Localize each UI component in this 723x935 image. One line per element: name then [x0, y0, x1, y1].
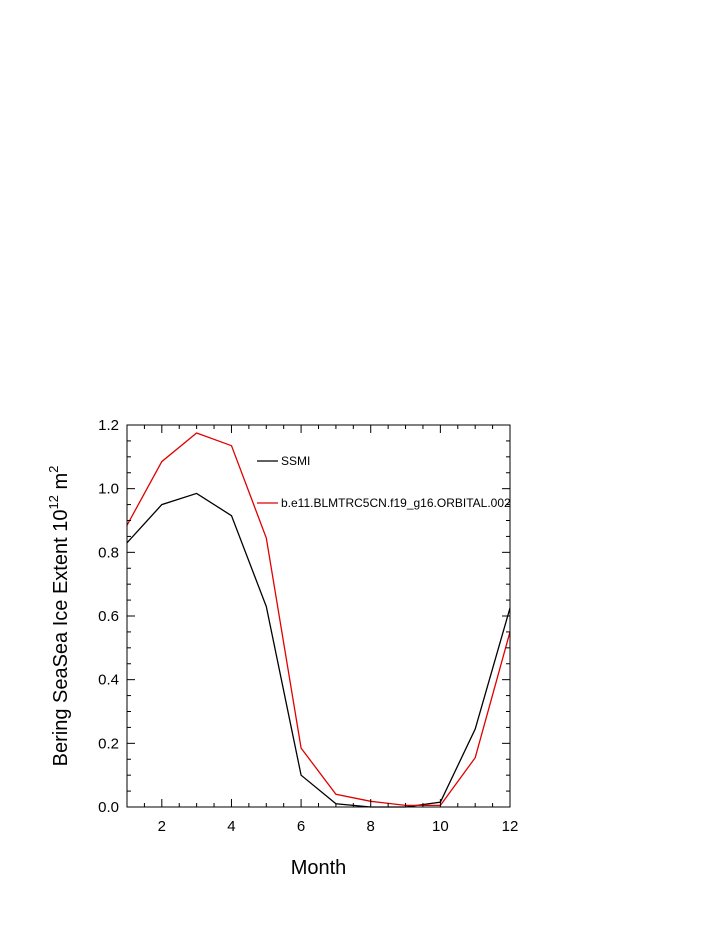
axis-ticks [126, 424, 511, 808]
y-axis-title: Bering SeaSea Ice Extent 1012 m2 [46, 466, 72, 767]
tick-labels: 2 4 6 8 10 12 0.0 0.2 0.4 0.6 0.8 1.0 1.2 [98, 417, 518, 835]
x-tick-label: 12 [502, 818, 519, 835]
y-tick-label: 1.0 [98, 481, 119, 498]
series-line-1 [126, 492, 511, 808]
x-tick-label: 2 [158, 818, 166, 835]
y-axis-title-unit: m [50, 473, 72, 495]
y-tick-label: 0.6 [98, 608, 119, 625]
legend: SSMI b.e11.BLMTRC5CN.f19_g16.ORBITAL.002 [257, 454, 511, 510]
legend-label-1: SSMI [281, 454, 310, 468]
y-axis-title-text: Bering SeaSea Ice Extent 10 [50, 510, 72, 767]
plot-lines [126, 432, 511, 808]
x-tick-label: 10 [432, 818, 449, 835]
y-tick-label: 0.0 [98, 799, 119, 816]
y-axis-title-unit-exponent: 2 [46, 466, 61, 473]
x-axis-title: Month [291, 857, 347, 879]
x-tick-label: 6 [297, 818, 305, 835]
y-tick-label: 0.8 [98, 544, 119, 561]
y-tick-label: 0.2 [98, 735, 119, 752]
y-tick-label: 1.2 [98, 417, 119, 434]
legend-label-2: b.e11.BLMTRC5CN.f19_g16.ORBITAL.002 [281, 496, 511, 510]
x-tick-label: 4 [227, 818, 235, 835]
y-axis-title-exponent: 12 [46, 495, 61, 509]
series-line-2 [126, 432, 511, 807]
x-tick-label: 8 [367, 818, 375, 835]
y-tick-label: 0.4 [98, 672, 119, 689]
plot-frame [126, 424, 511, 808]
